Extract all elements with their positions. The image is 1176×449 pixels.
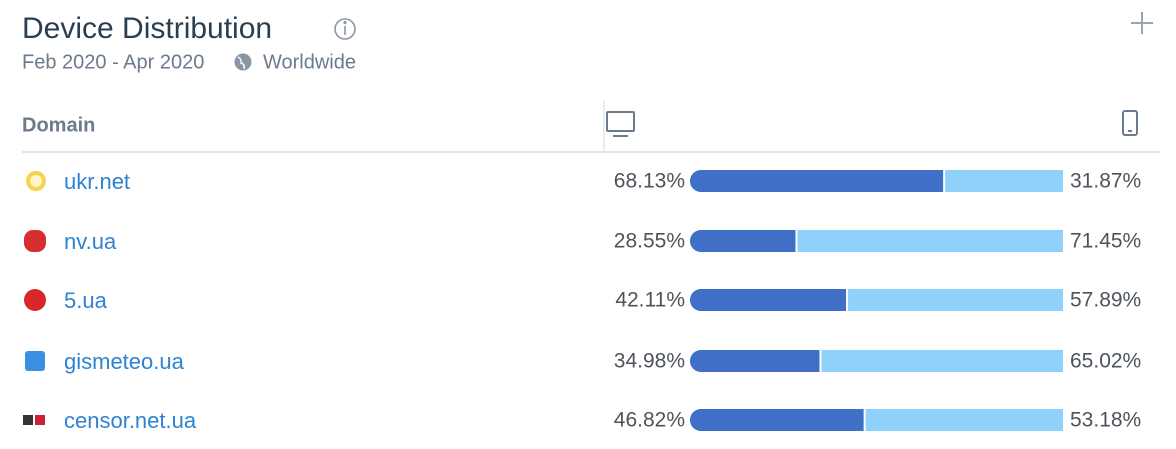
column-header: Domain: [22, 114, 95, 136]
domain-link[interactable]: gismeteo.ua: [64, 349, 185, 374]
desktop-bar: [690, 350, 821, 372]
domain-link[interactable]: nv.ua: [64, 229, 117, 254]
desktop-share-label: 34.98%: [614, 350, 685, 373]
mobile-bar: [864, 409, 1063, 431]
favicon: [25, 351, 45, 371]
favicon: [24, 289, 46, 311]
add-button[interactable]: [1131, 12, 1153, 34]
mobile-bar: [796, 230, 1063, 252]
mobile-bar: [820, 350, 1063, 372]
desktop-icon: [606, 111, 635, 137]
mobile-share-label: 57.89%: [1070, 289, 1141, 312]
widget-title: Device Distribution: [22, 12, 272, 45]
table-row: 5.ua 42.11% 57.89%: [24, 288, 1141, 313]
desktop-bar: [690, 409, 865, 431]
favicon: [35, 415, 45, 425]
date-range: Feb 2020 - Apr 2020: [22, 51, 204, 73]
favicon: [24, 230, 46, 252]
mobile-share-label: 53.18%: [1070, 409, 1141, 432]
domain-link[interactable]: ukr.net: [64, 169, 130, 194]
favicon: [23, 415, 33, 425]
table-row: censor.net.ua 46.82% 53.18%: [23, 408, 1141, 433]
domain-link[interactable]: censor.net.ua: [64, 408, 197, 433]
table-row: gismeteo.ua 34.98% 65.02%: [25, 349, 1141, 374]
info-icon[interactable]: [334, 18, 356, 40]
table-row: nv.ua 28.55% 71.45%: [24, 229, 1141, 254]
mobile-share-label: 31.87%: [1070, 170, 1141, 193]
desktop-share-label: 68.13%: [614, 170, 685, 193]
table-row: ukr.net 68.13% 31.87%: [26, 169, 1141, 194]
globe-icon: [234, 53, 252, 71]
desktop-bar: [690, 289, 848, 311]
desktop-share-label: 46.82%: [614, 409, 685, 432]
mobile-bar: [847, 289, 1063, 311]
desktop-share-label: 42.11%: [615, 289, 685, 312]
desktop-share-label: 28.55%: [614, 230, 685, 253]
mobile-bar: [944, 170, 1063, 192]
desktop-bar: [690, 230, 797, 252]
favicon: [30, 175, 42, 187]
mobile-share-label: 65.02%: [1070, 350, 1141, 373]
region: Worldwide: [263, 51, 356, 73]
mobile-icon: [1122, 110, 1138, 136]
mobile-share-label: 71.45%: [1070, 230, 1141, 253]
desktop-bar: [690, 170, 945, 192]
domain-link[interactable]: 5.ua: [64, 288, 108, 313]
